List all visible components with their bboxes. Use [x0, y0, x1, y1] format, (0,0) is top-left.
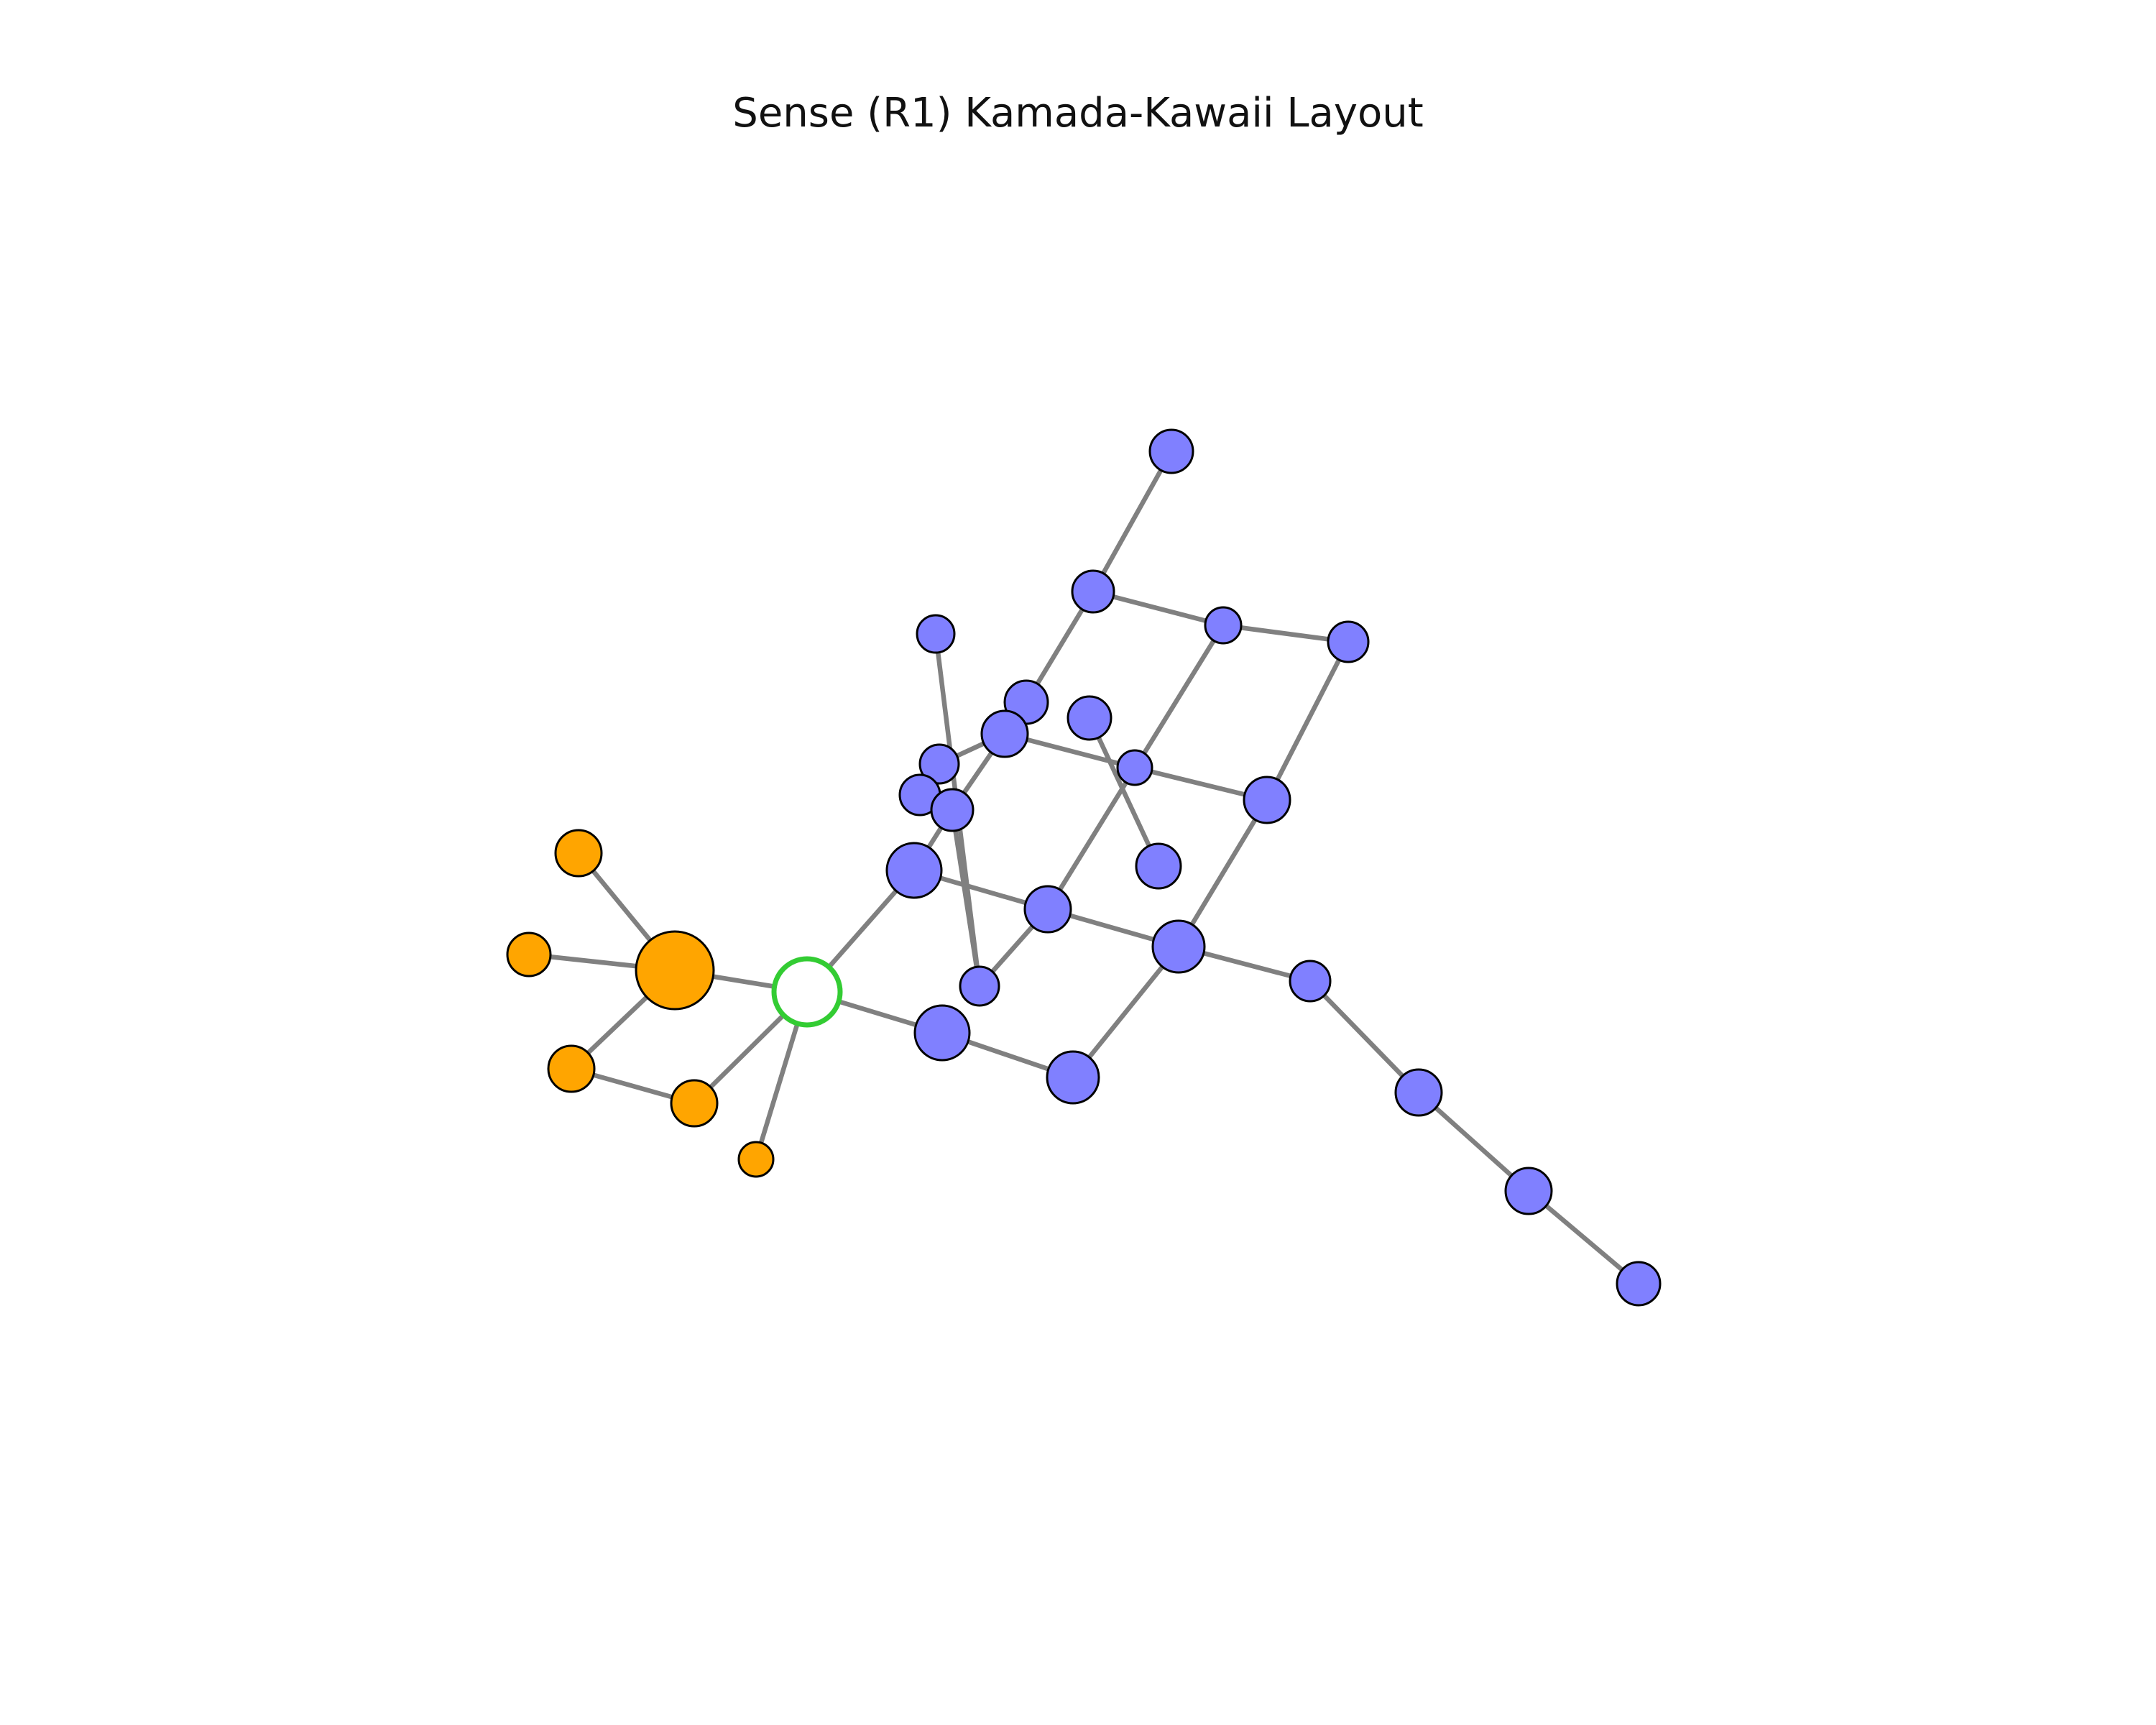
blue-node-b-x	[1616, 1261, 1662, 1307]
blue-node-b-n	[885, 842, 943, 899]
orange-node-o-a	[554, 829, 603, 878]
graph-edge-2	[1092, 589, 1224, 628]
orange-node-o-d	[547, 1044, 596, 1093]
blue-node-b-i	[1116, 749, 1153, 786]
node-layer	[506, 428, 1662, 1307]
orange-node-o-b	[506, 932, 552, 978]
blue-node-b-h	[1067, 695, 1112, 741]
blue-node-b-o	[1135, 842, 1182, 890]
figure-title: Sense (R1) Kamada-Kawaii Layout	[732, 90, 1424, 137]
graph-edge-21	[1087, 717, 1161, 868]
orange-node-o-f	[737, 1141, 775, 1178]
graph-edge-9	[1176, 799, 1269, 948]
hub-node-hub	[771, 956, 843, 1028]
blue-node-b-g	[980, 709, 1029, 758]
blue-node-b-w	[1504, 1167, 1553, 1215]
orange-node-o-c	[635, 930, 715, 1011]
blue-node-b-r	[1289, 960, 1332, 1003]
blue-node-b-j	[1243, 776, 1291, 824]
graph-edge-11	[1308, 979, 1421, 1095]
graph-edge-1	[1091, 450, 1174, 593]
graph-edge-8	[1265, 640, 1350, 801]
blue-node-b-d	[1327, 620, 1370, 663]
blue-node-b-b	[1071, 569, 1115, 614]
blue-node-b-c	[1204, 606, 1243, 645]
blue-node-b-s	[959, 965, 1000, 1007]
blue-node-b-a	[1148, 428, 1194, 474]
blue-node-b-e	[916, 614, 956, 654]
graph-edge-24	[1071, 944, 1181, 1080]
blue-node-b-q	[1151, 919, 1206, 974]
blue-node-b-m	[930, 788, 975, 832]
orange-node-o-e	[670, 1079, 719, 1128]
graph-edge-12	[1416, 1090, 1531, 1193]
blue-node-b-u	[1046, 1050, 1100, 1105]
blue-node-b-k	[918, 743, 960, 785]
blue-node-b-p	[1023, 885, 1072, 934]
blue-node-b-t	[913, 1004, 971, 1062]
blue-node-b-v	[1394, 1068, 1443, 1117]
